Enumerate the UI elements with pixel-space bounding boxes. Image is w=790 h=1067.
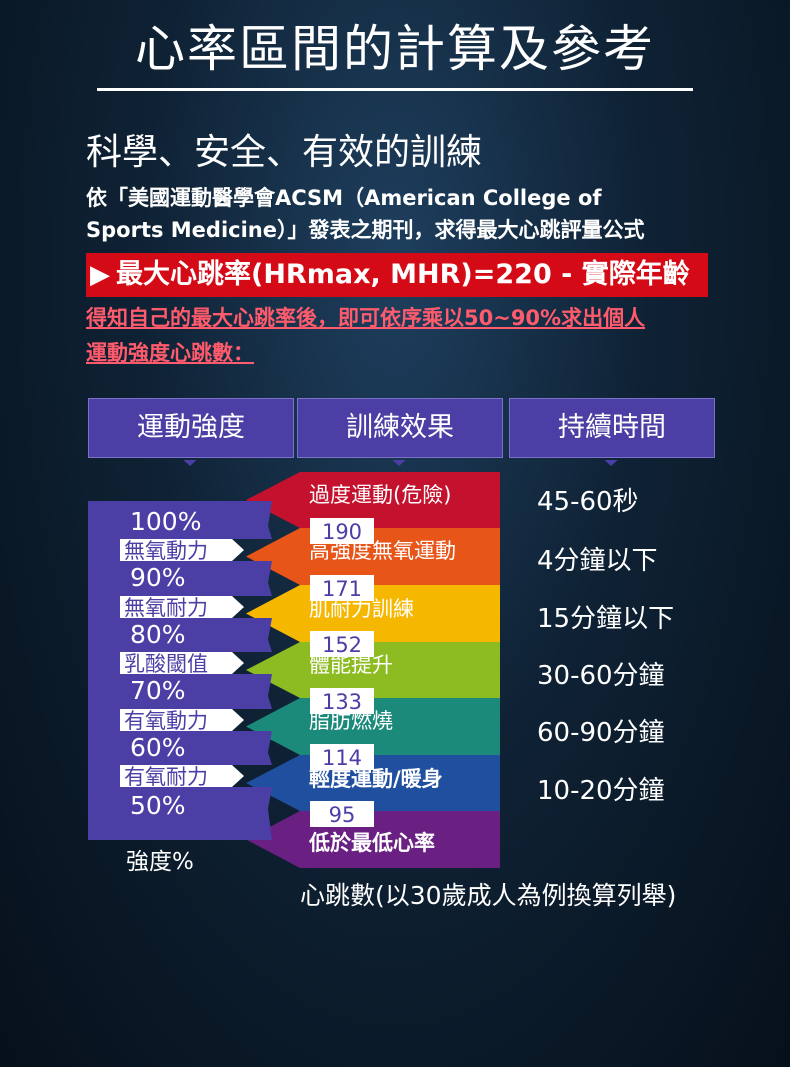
zone-label-pill bbox=[120, 709, 244, 731]
duration-label: 30-60分鐘 bbox=[537, 661, 665, 691]
heart-rate-box bbox=[310, 801, 374, 827]
heart-rate-value: 95 bbox=[329, 803, 356, 827]
duration-label: 4分鐘以下 bbox=[537, 546, 658, 576]
header-duration: 持續時間 bbox=[509, 398, 715, 458]
header-pointer bbox=[392, 460, 406, 466]
effect-label: 脂肪燃燒 bbox=[309, 709, 393, 733]
effect-band bbox=[246, 811, 500, 868]
intensity-wedge bbox=[122, 787, 272, 840]
duration-label: 10-20分鐘 bbox=[537, 776, 665, 806]
heart-rate-box bbox=[310, 744, 374, 770]
heart-rate-axis-label: 心跳數(以30歲成人為例換算列舉) bbox=[300, 881, 677, 910]
intensity-percent: 50% bbox=[130, 791, 186, 820]
zone-label: 無氧動力 bbox=[124, 539, 208, 563]
duration-label: 45-60秒 bbox=[537, 487, 639, 517]
duration-label: 60-90分鐘 bbox=[537, 718, 665, 748]
zone-label-pill bbox=[120, 596, 244, 618]
intensity-percent: 70% bbox=[130, 676, 186, 705]
title-underline bbox=[97, 88, 693, 91]
effect-band bbox=[246, 755, 500, 811]
zone-label-pill bbox=[120, 652, 244, 674]
header-pointer bbox=[183, 460, 197, 466]
heart-rate-value: 171 bbox=[322, 577, 362, 601]
effect-label: 輕度運動/暖身 bbox=[309, 767, 443, 791]
heart-rate-box bbox=[310, 518, 374, 544]
effect-label: 肌耐力訓練 bbox=[309, 597, 414, 621]
effect-band bbox=[246, 472, 500, 528]
formula-banner: ▶ 最大心跳率(HRmax, MHR)=220 - 實際年齡 bbox=[86, 253, 708, 297]
header-pointer bbox=[604, 460, 618, 466]
intensity-wedge bbox=[122, 501, 272, 539]
intro-line-1: 依「美國運動醫學會ACSM（American College of bbox=[86, 186, 602, 210]
note-line-2: 運動強度心跳數： bbox=[86, 341, 254, 365]
formula-text: 最大心跳率(HRmax, MHR)=220 - 實際年齡 bbox=[116, 259, 690, 290]
intensity-percent: 90% bbox=[130, 563, 186, 592]
header-intensity: 運動強度 bbox=[88, 398, 294, 458]
zone-label: 有氧耐力 bbox=[124, 765, 208, 789]
heart-rate-value: 190 bbox=[322, 520, 362, 544]
zone-label: 有氧動力 bbox=[124, 709, 208, 733]
zone-label-pill bbox=[120, 765, 244, 787]
heart-rate-box bbox=[310, 688, 374, 714]
intensity-wedge bbox=[122, 674, 272, 709]
subtitle: 科學、安全、有效的訓練 bbox=[86, 132, 483, 173]
duration-label: 15分鐘以下 bbox=[537, 604, 675, 634]
effect-band bbox=[246, 585, 500, 642]
heart-rate-box bbox=[310, 575, 374, 601]
intensity-percent: 80% bbox=[130, 620, 186, 649]
intensity-wedge bbox=[122, 561, 272, 596]
effect-label: 高強度無氧運動 bbox=[309, 539, 456, 563]
intensity-column bbox=[88, 501, 122, 840]
heart-rate-value: 114 bbox=[322, 746, 362, 770]
intensity-percent: 100% bbox=[130, 507, 201, 536]
effect-band bbox=[246, 642, 500, 698]
intensity-wedge bbox=[122, 731, 272, 765]
heart-rate-value: 152 bbox=[322, 633, 362, 657]
note-line-1: 得知自己的最大心跳率後，即可依序乘以50~90%求出個人 bbox=[86, 306, 646, 330]
header-effect: 訓練效果 bbox=[297, 398, 503, 458]
heart-rate-box bbox=[310, 631, 374, 657]
effect-band bbox=[246, 698, 500, 755]
zone-label: 乳酸閾值 bbox=[124, 652, 208, 676]
intensity-wedge bbox=[122, 618, 272, 652]
zone-label: 無氧耐力 bbox=[124, 596, 208, 620]
play-arrow-icon: ▶ bbox=[90, 260, 110, 290]
effect-label: 體能提升 bbox=[309, 653, 393, 677]
zone-label-pill bbox=[120, 539, 244, 561]
intro-line-2: Sports Medicine）」發表之期刊，求得最大心跳評量公式 bbox=[86, 218, 645, 242]
page-title: 心率區間的計算及參考 bbox=[135, 20, 655, 78]
effect-label: 低於最低心率 bbox=[308, 831, 435, 855]
intensity-axis-label: 強度% bbox=[126, 849, 194, 875]
heart-rate-value: 133 bbox=[322, 690, 362, 714]
effect-label: 過度運動(危險) bbox=[309, 483, 451, 507]
intensity-percent: 60% bbox=[130, 733, 186, 762]
effect-band bbox=[246, 528, 500, 585]
